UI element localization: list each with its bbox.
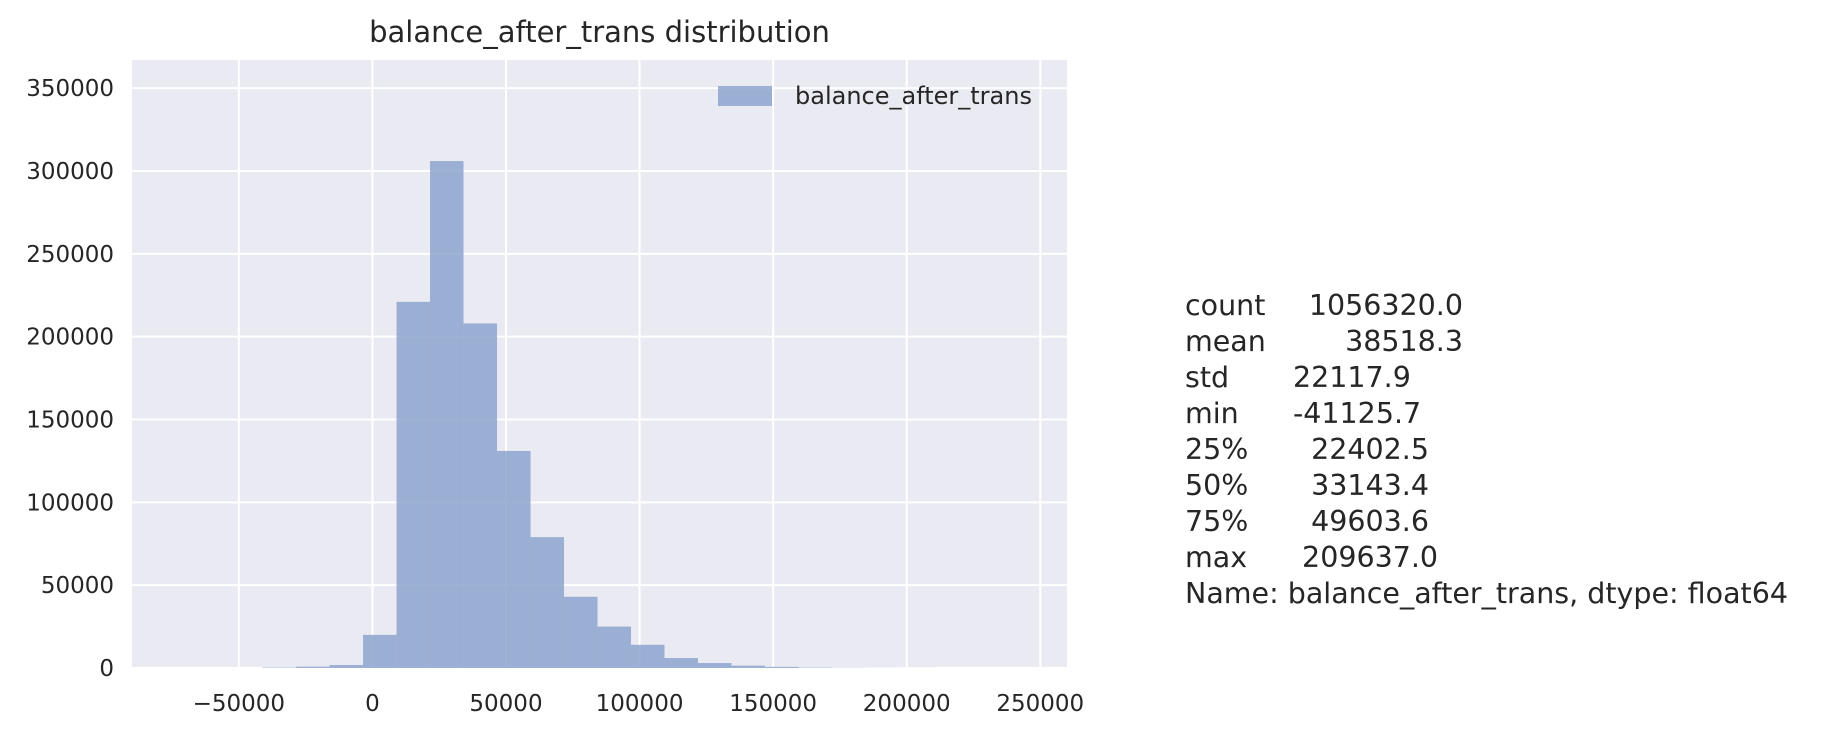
- y-tick-label: 150000: [26, 407, 114, 433]
- stat-row-count: count 1056320.0: [1185, 288, 1788, 324]
- stat-row-std: std 22117.9: [1185, 360, 1788, 396]
- stat-row-min: min -41125.7: [1185, 396, 1788, 432]
- y-tick-label: 100000: [26, 490, 114, 516]
- describe-stats: count 1056320.0 mean 38518.3 std 22117.9…: [1185, 288, 1788, 612]
- histogram-bar: [296, 666, 330, 668]
- histogram-bar: [631, 644, 665, 668]
- histogram-bar: [764, 666, 799, 668]
- histogram-bar: [363, 634, 397, 668]
- x-tick-labels: −50000 0 50000 100000 150000 200000 250000: [193, 691, 1085, 717]
- stat-key: std: [1185, 361, 1230, 394]
- x-tick-label: 250000: [996, 691, 1084, 717]
- y-tick-label: 350000: [26, 76, 114, 102]
- histogram-bar: [664, 658, 698, 668]
- stat-key: 75%: [1185, 505, 1249, 538]
- stat-key: 25%: [1185, 433, 1249, 466]
- stat-footer: Name: balance_after_trans, dtype: float6…: [1185, 577, 1788, 610]
- y-tick-label: 50000: [41, 573, 114, 599]
- histogram-bars: [262, 161, 933, 668]
- histogram-bar: [530, 537, 565, 668]
- stat-value: 38518.3: [1327, 325, 1463, 358]
- histogram-bar: [731, 665, 765, 668]
- histogram-bar: [597, 626, 632, 668]
- x-tick-label: 200000: [863, 691, 951, 717]
- histogram-bar: [497, 450, 531, 668]
- x-tick-label: 50000: [469, 691, 542, 717]
- stat-row-50: 50% 33143.4: [1185, 468, 1788, 504]
- stat-row-mean: mean 38518.3: [1185, 324, 1788, 360]
- legend-swatch: [718, 86, 772, 106]
- x-tick-label: 150000: [729, 691, 817, 717]
- y-tick-label: 300000: [26, 159, 114, 185]
- grid-lines: [132, 60, 1067, 669]
- plot-background: [132, 60, 1067, 668]
- histogram-bar: [463, 323, 498, 668]
- y-tick-labels: 0 50000 100000 150000 200000 250000 300000 3500…: [26, 76, 114, 682]
- x-tick-label: −50000: [193, 691, 285, 717]
- histogram-bar: [396, 301, 431, 668]
- stat-key: mean: [1185, 325, 1266, 358]
- x-tick-label: 0: [365, 691, 380, 717]
- histogram-bar: [564, 596, 598, 668]
- stat-value: 49603.6: [1293, 505, 1429, 538]
- stat-key: 50%: [1185, 469, 1249, 502]
- stat-value: 1056320.0: [1308, 289, 1463, 322]
- histogram-bar: [329, 665, 364, 668]
- stat-row-75: 75% 49603.6: [1185, 504, 1788, 540]
- y-tick-label: 250000: [26, 242, 114, 268]
- stat-row-max: max 209637.0: [1185, 540, 1788, 576]
- x-tick-label: 100000: [596, 691, 684, 717]
- y-tick-label: 0: [99, 656, 114, 682]
- stat-key: min: [1185, 397, 1239, 430]
- stat-value: 33143.4: [1293, 469, 1429, 502]
- legend: balance_after_trans: [718, 82, 1032, 110]
- histogram-bar: [430, 161, 464, 668]
- stat-row-25: 25% 22402.5: [1185, 432, 1788, 468]
- legend-label: balance_after_trans: [795, 82, 1032, 110]
- chart-title: balance_after_trans distribution: [369, 15, 830, 49]
- stat-key: max: [1185, 541, 1248, 574]
- y-tick-label: 200000: [26, 325, 114, 351]
- stat-value: -41125.7: [1293, 397, 1422, 430]
- histogram-bar: [697, 663, 732, 668]
- stat-value: 209637.0: [1293, 541, 1439, 574]
- stat-value: 22117.9: [1293, 361, 1411, 394]
- stat-value: 22402.5: [1293, 433, 1429, 466]
- histogram-chart: −50000 0 50000 100000 150000 200000 250000 0 50…: [26, 15, 1085, 717]
- stat-key: count: [1185, 289, 1266, 322]
